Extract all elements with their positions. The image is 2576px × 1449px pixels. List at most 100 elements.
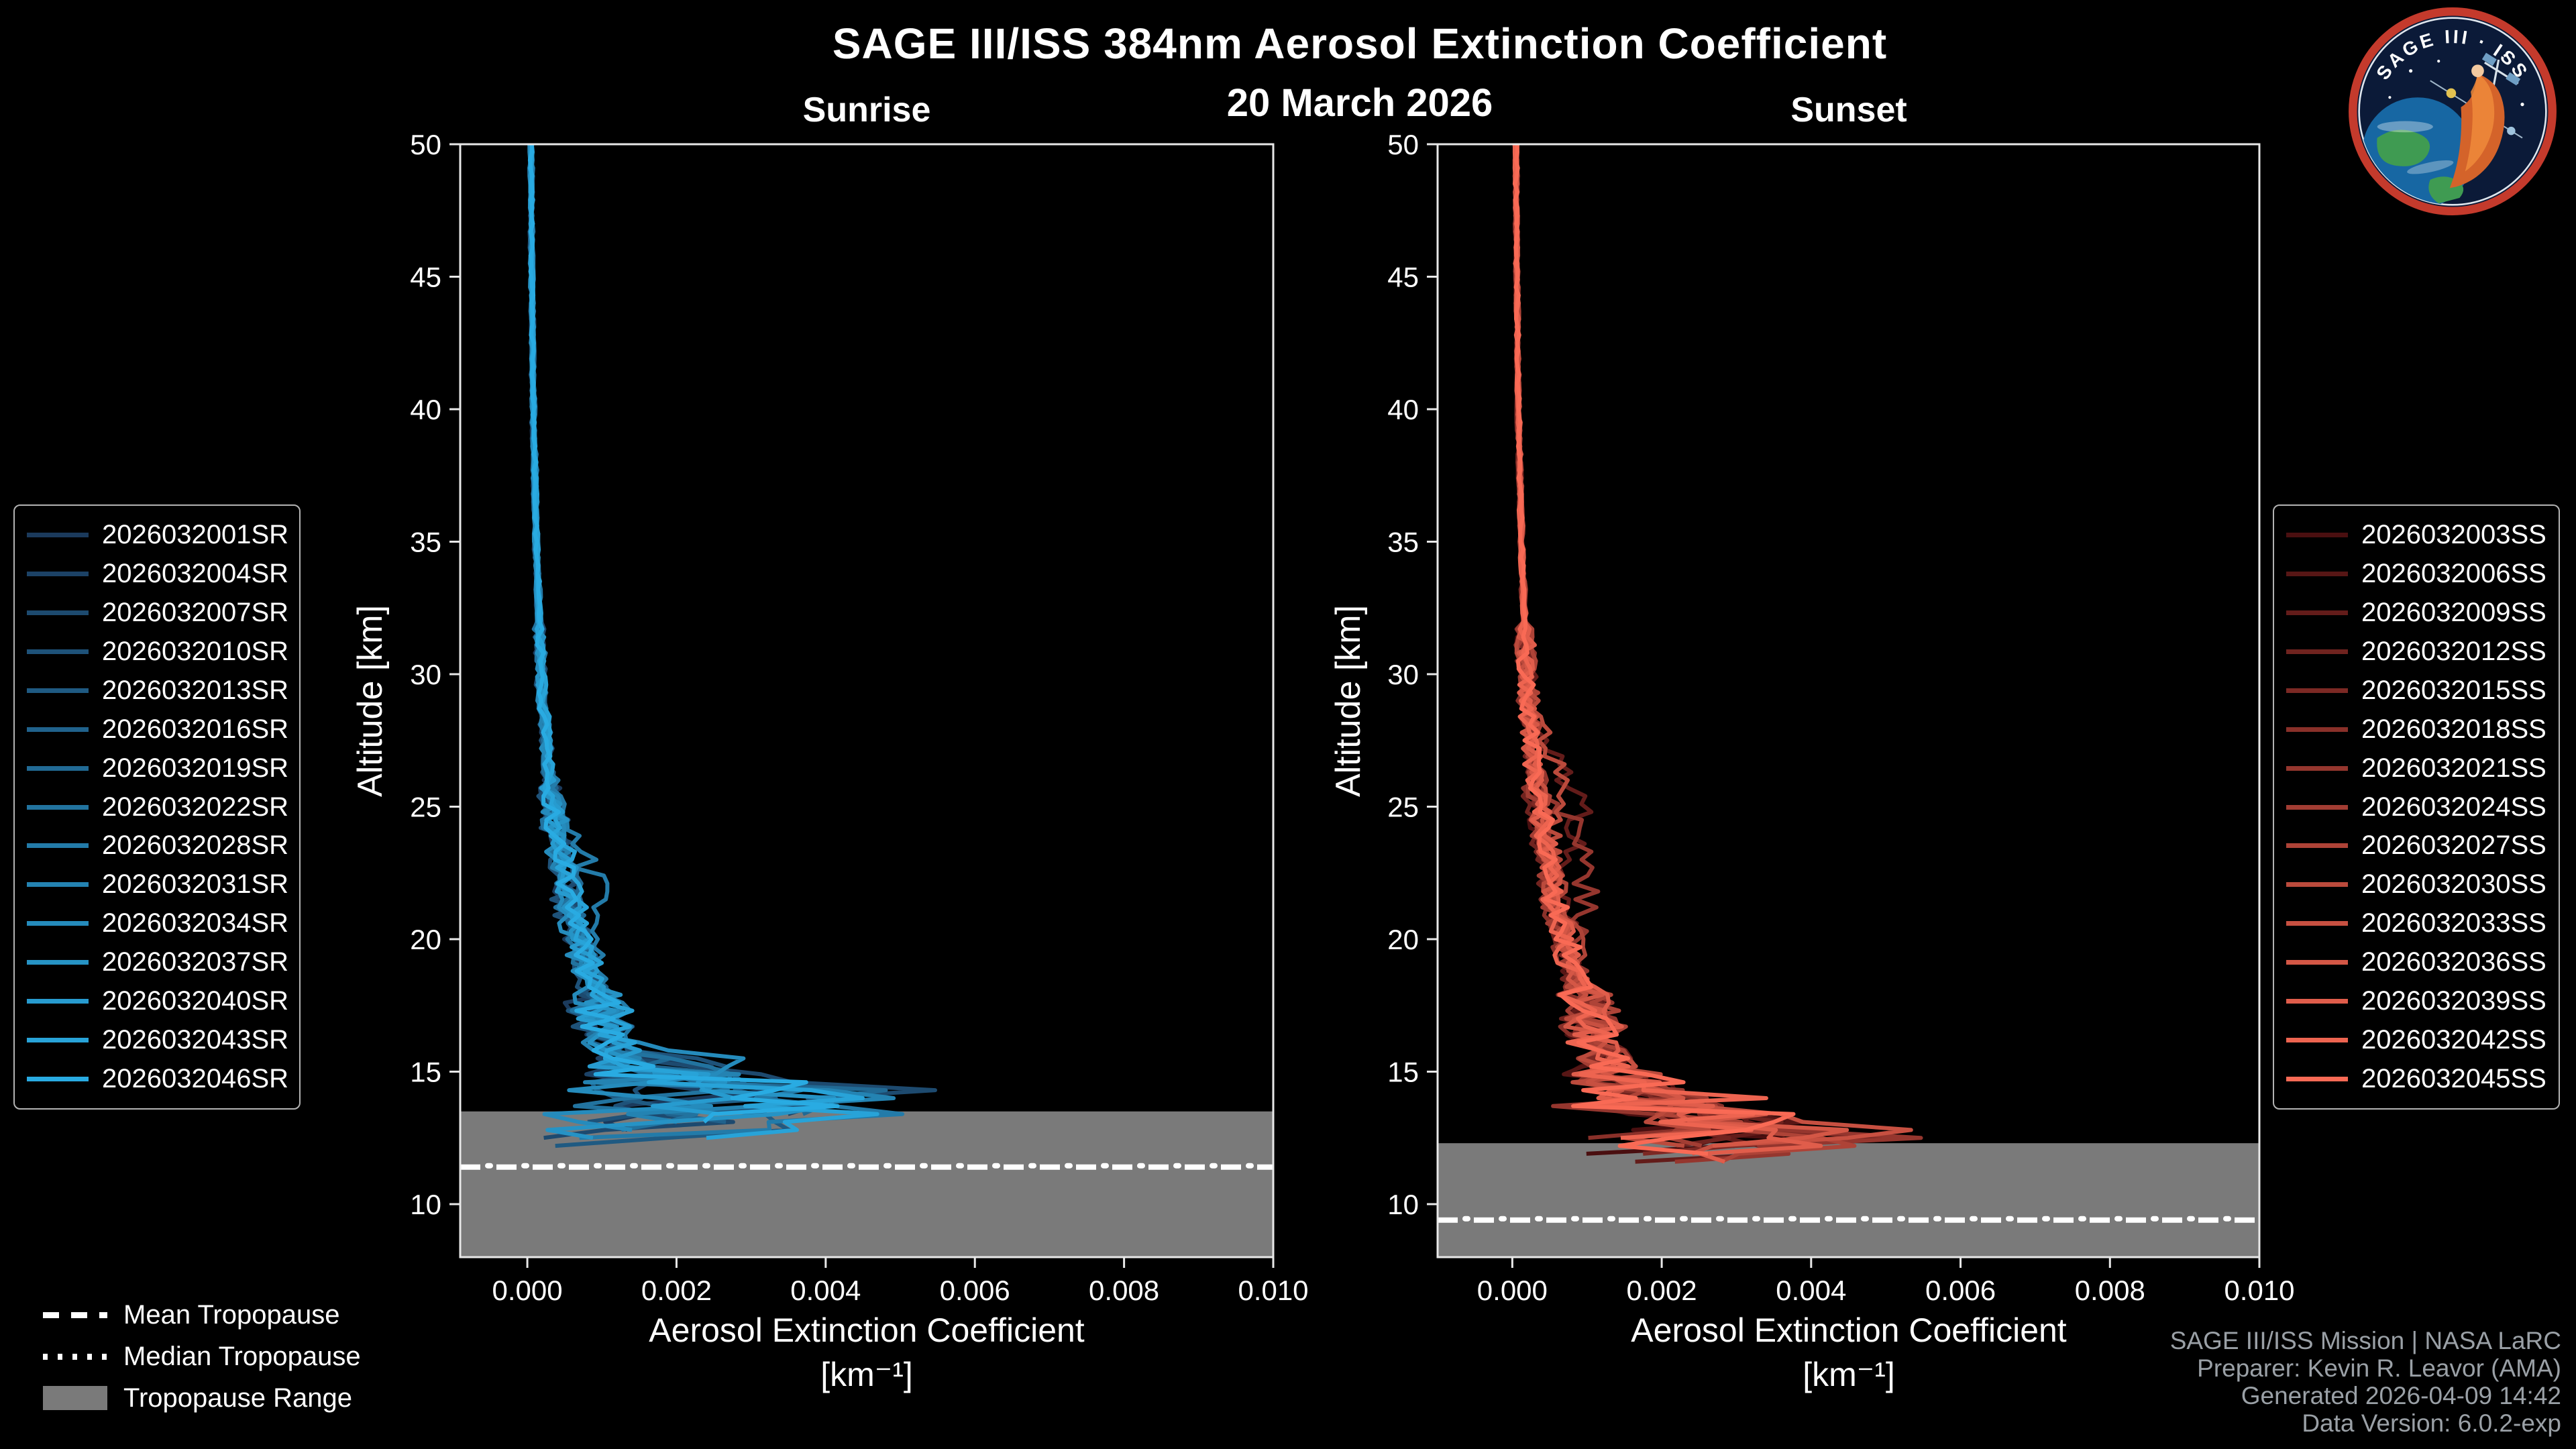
legend-item: 2026032040SR (15, 986, 299, 1016)
legend-line-swatch (27, 571, 89, 576)
y-axis-label-sunset: Altitude [km] (1329, 604, 1368, 798)
plot-border (1436, 143, 2261, 1258)
legend-item: 2026032018SS (2274, 714, 2559, 745)
legend-line-swatch (2286, 571, 2348, 576)
profile-2026032016SR (528, 144, 778, 1124)
y-tick-label: 50 (1387, 129, 1419, 160)
iss-solar-panel (2481, 52, 2497, 66)
legend-label: 2026032015SS (2361, 675, 2546, 705)
sunset-legend: 2026032003SS 2026032006SS 2026032009SS 2026… (2273, 504, 2560, 1110)
legend-label: 2026032030SS (2361, 869, 2546, 900)
legend-item: 2026032034SR (15, 908, 299, 938)
legend-line-swatch (2286, 882, 2348, 888)
y-tick-label: 10 (1387, 1189, 1419, 1220)
y-tick-label: 25 (1387, 792, 1419, 823)
legend-label: Median Tropopause (123, 1341, 361, 1371)
legend-item: 2026032043SR (15, 1025, 299, 1055)
legend-label: 2026032003SS (2361, 519, 2546, 549)
profile-2026032024SS (1513, 144, 1726, 1148)
dashed-line-swatch (43, 1311, 107, 1318)
legend-label: 2026032022SR (102, 792, 289, 822)
legend-item: 2026032022SR (15, 792, 299, 822)
legend-line-swatch (2286, 765, 2348, 771)
legend-label: 2026032036SS (2361, 947, 2546, 977)
legend-item: 2026032016SR (15, 714, 299, 745)
legend-label: 2026032037SR (102, 947, 289, 977)
legend-item: 2026032013SR (15, 676, 299, 706)
credit-line-preparer: Preparer: Kevin R. Leavor (AMA) (2197, 1354, 2561, 1382)
legend-line-swatch (27, 804, 89, 810)
x-tick-label: 0.000 (492, 1275, 563, 1306)
x-axis-label-text: Aerosol Extinction Coefficient (1631, 1311, 2067, 1349)
x-tick-label: 0.002 (1627, 1275, 1697, 1306)
legend-line-swatch (2286, 804, 2348, 810)
legend-item: 2026032003SS (2274, 520, 2559, 550)
y-tick-label: 15 (1387, 1057, 1419, 1088)
legend-line-swatch (2286, 921, 2348, 926)
tropopause-range-band (1438, 1143, 2259, 1257)
legend-line-swatch (2286, 688, 2348, 693)
legend-line-swatch (2286, 532, 2348, 537)
legend-line-swatch (27, 843, 89, 849)
legend-item: 2026032033SS (2274, 908, 2559, 938)
x-tick-label: 0.006 (1925, 1275, 1996, 1306)
legend-label: 2026032007SR (102, 597, 289, 627)
iss-solar-panel (2506, 72, 2521, 86)
legend-label: 2026032010SR (102, 636, 289, 666)
legend-label: 2026032009SS (2361, 597, 2546, 627)
legend-label: 2026032004SR (102, 558, 289, 588)
legend-item: 2026032010SR (15, 637, 299, 667)
legend-item: 2026032024SS (2274, 792, 2559, 822)
legend-label: 2026032043SR (102, 1025, 289, 1055)
credit-line-mission: SAGE III/ISS Mission | NASA LaRC (2169, 1327, 2561, 1354)
y-tick-label: 45 (410, 262, 441, 293)
profile-2026032009SS (1513, 144, 1780, 1164)
legend-label: 2026032012SS (2361, 636, 2546, 666)
y-axis-label-sunrise: Altitude [km] (351, 604, 390, 798)
profile-2026032012SS (1512, 144, 1784, 1148)
x-tick-label: 0.010 (2224, 1275, 2294, 1306)
sunrise-panel-title: Sunrise (802, 91, 931, 129)
profile-2026032001SR (527, 144, 773, 1132)
tropopause-legend: Mean Tropopause Median Tropopause Tropop… (43, 1300, 361, 1413)
y-tick-label: 35 (1387, 527, 1419, 558)
legend-line-swatch (27, 727, 89, 732)
legend-label: 2026032006SS (2361, 558, 2546, 588)
legend-label: 2026032027SS (2361, 830, 2546, 861)
legend-label: 2026032040SR (102, 986, 289, 1016)
planet-icon (2446, 88, 2457, 99)
x-axis-label-text: Aerosol Extinction Coefficient (649, 1311, 1085, 1349)
chart-date: 20 March 2026 (1226, 81, 1493, 125)
chart-title: SAGE III/ISS 384nm Aerosol Extinction Co… (832, 19, 1888, 68)
credits: SAGE III/ISS Mission | NASA LaRC Prepare… (2170, 1327, 2561, 1437)
legend-line-swatch (2286, 610, 2348, 615)
gray-box-swatch (43, 1386, 107, 1410)
x-axis-label-unit: [km⁻¹] (1803, 1356, 1895, 1393)
legend-label: 2026032039SS (2361, 986, 2546, 1016)
profile-2026032045SS (1513, 144, 1796, 1156)
legend-line-swatch (27, 999, 89, 1004)
x-tick-label: 0.006 (940, 1275, 1010, 1306)
legend-item: 2026032012SS (2274, 637, 2559, 667)
y-tick-label: 35 (410, 527, 441, 558)
plot-border (459, 143, 1275, 1258)
profile-2026032042SS (1512, 144, 1768, 1140)
sage-iii-iss-mission-patch-logo: SAGE III · ISS (2349, 7, 2557, 215)
sunset-panel-title: Sunset (1790, 91, 1907, 129)
legend-line-swatch (27, 921, 89, 926)
profile-2026032039SS (1513, 144, 1823, 1164)
legend-line-swatch (27, 1038, 89, 1043)
x-tick-label: 0.004 (790, 1275, 861, 1306)
legend-label: Mean Tropopause (123, 1299, 340, 1330)
legend-label: 2026032033SS (2361, 908, 2546, 938)
legend-line-swatch (2286, 649, 2348, 654)
legend-item: 2026032031SR (15, 869, 299, 900)
legend-item: 2026032039SS (2274, 986, 2559, 1016)
legend-item: 2026032015SS (2274, 676, 2559, 706)
y-tick-label: 30 (1387, 659, 1419, 690)
credit-line-generated: Generated 2026-04-09 14:42 (2241, 1382, 2561, 1409)
legend-line-swatch (2286, 1077, 2348, 1082)
legend-label: 2026032024SS (2361, 792, 2546, 822)
